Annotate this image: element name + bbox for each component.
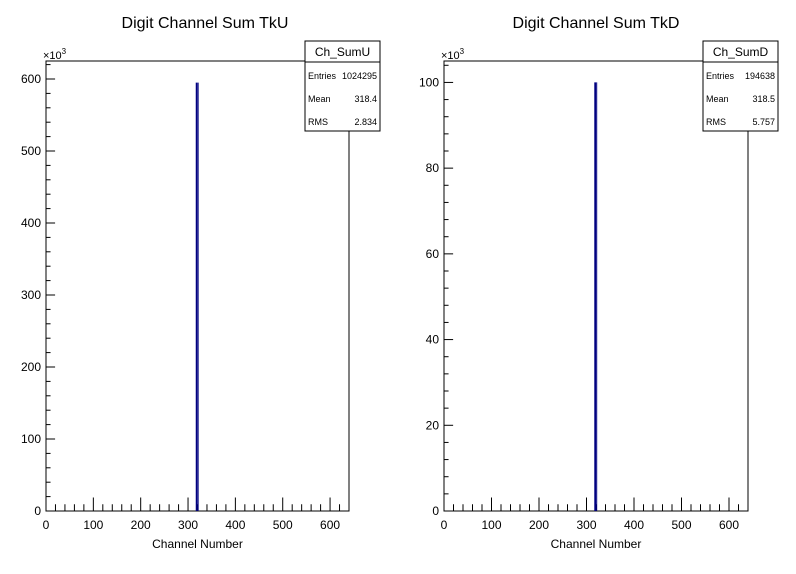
x-tick-label: 500 [671, 518, 691, 532]
x-tick-label: 100 [481, 518, 501, 532]
stats-value: 5.757 [752, 117, 775, 127]
x-axis-label: Channel Number [551, 537, 642, 551]
y-tick-label: 500 [21, 144, 41, 158]
y-axis-multiplier: ×103 [441, 47, 465, 62]
x-tick-label: 300 [178, 518, 198, 532]
stats-box-frame [304, 40, 381, 132]
x-tick-label: 500 [273, 518, 293, 532]
chart-title: Digit Channel Sum TkD [513, 15, 680, 32]
x-axis-label: Channel Number [152, 537, 243, 551]
y-tick-label: 40 [426, 333, 440, 347]
x-tick-label: 0 [441, 518, 448, 532]
x-tick-label: 600 [320, 518, 340, 532]
y-tick-label: 0 [432, 504, 439, 518]
stats-label: Mean [706, 94, 729, 104]
y-tick-label: 80 [426, 161, 440, 175]
stats-label: RMS [308, 117, 328, 127]
stats-label: Mean [308, 94, 331, 104]
y-axis-multiplier: ×103 [43, 47, 67, 62]
y-tick-label: 400 [21, 216, 41, 230]
x-tick-label: 200 [529, 518, 549, 532]
multiplier-exponent: 3 [62, 47, 67, 56]
stats-value: 194638 [745, 71, 775, 81]
stats-box-name: Ch_SumU [315, 45, 370, 59]
x-tick-label: 400 [225, 518, 245, 532]
stats-box: Ch_SumU Entries 1024295 Mean 318.4 RMS 2.834 [304, 40, 381, 132]
histogram-panel-1: Digit Channel Sum TkU 0 100 200 300 400 500 600… [21, 15, 381, 551]
x-tick-label: 400 [624, 518, 644, 532]
y-tick-label: 200 [21, 360, 41, 374]
multiplier-base: ×10 [441, 50, 460, 62]
stats-label: Entries [308, 71, 337, 81]
stats-box-name: Ch_SumD [713, 45, 769, 59]
multiplier-exponent: 3 [460, 47, 465, 56]
x-tick-label: 600 [719, 518, 739, 532]
stats-value: 318.5 [752, 94, 775, 104]
y-tick-label: 600 [21, 72, 41, 86]
stats-value: 318.4 [354, 94, 377, 104]
x-tick-label: 200 [131, 518, 151, 532]
chart-title: Digit Channel Sum TkU [122, 15, 289, 32]
stats-value: 2.834 [354, 117, 377, 127]
x-tick-label: 300 [576, 518, 596, 532]
stats-box: Ch_SumD Entries 194638 Mean 318.5 RMS 5.757 [702, 40, 779, 132]
multiplier-base: ×10 [43, 50, 62, 62]
y-tick-label: 300 [21, 288, 41, 302]
x-tick-label: 100 [83, 518, 103, 532]
stats-value: 1024295 [342, 71, 377, 81]
x-tick-label: 0 [43, 518, 50, 532]
stats-label: RMS [706, 117, 726, 127]
stats-box-frame [702, 40, 779, 132]
y-tick-label: 20 [426, 418, 440, 432]
y-tick-label: 0 [34, 504, 41, 518]
stats-label: Entries [706, 71, 735, 81]
y-tick-label: 60 [426, 247, 440, 261]
y-tick-label: 100 [419, 75, 439, 89]
y-tick-label: 100 [21, 432, 41, 446]
